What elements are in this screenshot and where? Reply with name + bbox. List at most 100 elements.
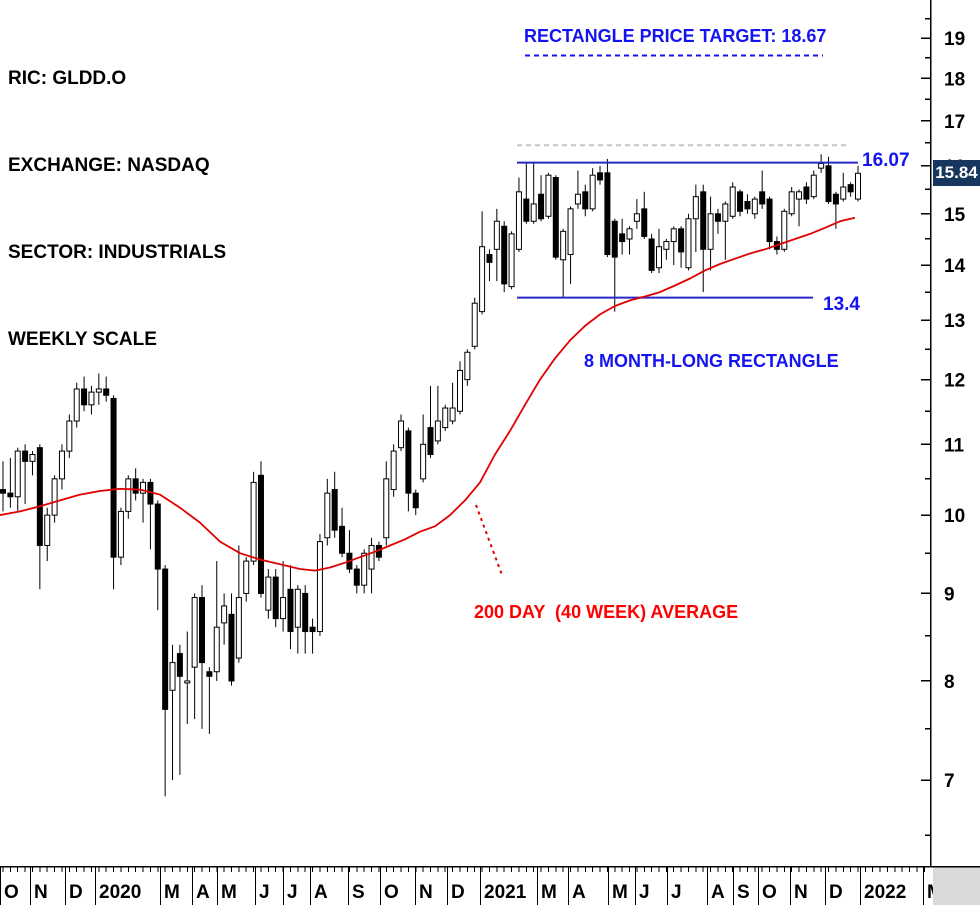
price-tick-label: 14 <box>944 256 966 277</box>
candle <box>81 376 88 412</box>
candle <box>744 194 751 214</box>
candle <box>641 191 648 239</box>
candle-body-down <box>81 388 88 406</box>
candle <box>597 165 604 185</box>
candle <box>331 471 338 538</box>
candle-body-up <box>442 407 449 429</box>
candle-body-down <box>22 450 29 462</box>
candle <box>604 158 611 258</box>
candle <box>368 537 375 594</box>
candle <box>611 218 618 312</box>
candle <box>169 644 176 781</box>
candle-body-up <box>44 514 51 546</box>
candle-body-up <box>58 450 65 480</box>
candle-body-down <box>700 191 707 250</box>
candle-body-up <box>751 198 758 215</box>
candle <box>88 385 95 415</box>
candle-body-down <box>309 626 316 633</box>
candle <box>29 451 36 476</box>
month-label: M <box>541 882 557 903</box>
candle-body-down <box>486 254 493 263</box>
candle-body-up <box>626 228 633 240</box>
candle <box>449 382 456 425</box>
candle-body-up <box>117 510 124 558</box>
month-label: A <box>711 882 725 903</box>
candle-body-down <box>7 492 14 498</box>
candle-body-up <box>383 478 390 539</box>
candle <box>287 565 294 650</box>
candle-body-up <box>398 420 405 449</box>
candle <box>235 545 242 663</box>
candle <box>700 184 707 293</box>
candle <box>361 549 368 594</box>
candle <box>265 569 272 619</box>
month-label: A <box>572 882 586 903</box>
candle-body-down <box>132 478 139 494</box>
time-axis: OND2020MAMJJASOND2021MAMJJASOND2022M <box>0 865 980 905</box>
candle-body-up <box>810 174 817 198</box>
candle <box>324 478 331 546</box>
candle <box>508 231 515 290</box>
candle <box>140 478 147 523</box>
month-label: A <box>314 882 328 903</box>
candle-body-up <box>508 233 515 288</box>
candle <box>589 168 596 212</box>
candle <box>302 585 309 654</box>
candle-body-up <box>574 193 581 205</box>
candle-body-up <box>191 597 198 668</box>
candle-body-up <box>294 588 301 628</box>
header-ric: RIC: GLDD.O <box>8 68 127 89</box>
candle <box>51 475 58 523</box>
candle-body-up <box>633 213 640 222</box>
candle-body-up <box>73 388 80 422</box>
candle-body-down <box>552 177 559 258</box>
candle <box>729 182 736 219</box>
candle <box>714 208 721 234</box>
candle-body-down <box>523 198 530 222</box>
candle-body-down <box>803 186 810 200</box>
candle-body-down <box>641 208 648 237</box>
candle-body-down <box>110 397 117 558</box>
candle <box>456 361 463 415</box>
candle <box>383 461 390 546</box>
candle <box>162 565 169 797</box>
candle <box>250 471 257 566</box>
candle-body-up <box>493 220 500 250</box>
candle-body-up <box>213 626 220 673</box>
rectangle-pattern-label: 8 MONTH-LONG RECTANGLE <box>584 351 839 371</box>
price-tick-label: 8 <box>944 672 955 693</box>
month-label: J <box>259 882 270 903</box>
candle-body-up <box>316 541 323 633</box>
month-label: M <box>221 882 237 903</box>
candle <box>103 376 110 402</box>
candle-body-down <box>287 588 294 633</box>
candle <box>803 182 810 204</box>
header-sector: SECTOR: INDUSTRIALS <box>8 242 227 263</box>
candle-body-up <box>589 174 596 210</box>
candle-body-down <box>228 613 235 682</box>
candle-body-down <box>847 184 854 193</box>
candle <box>751 196 758 219</box>
candle-body-down <box>604 172 611 256</box>
support-level-label: 13.4 <box>823 294 860 315</box>
candle-body-down <box>427 427 434 455</box>
candle <box>692 184 699 252</box>
candle <box>582 184 589 217</box>
candle <box>7 457 14 508</box>
candle-body-up <box>280 597 287 620</box>
candle-body-up <box>545 174 552 217</box>
candle <box>633 199 640 229</box>
candle-body-up <box>722 203 729 222</box>
candle <box>420 414 427 483</box>
month-label: N <box>34 882 48 903</box>
candle-body-up <box>390 450 397 491</box>
candle-body-up <box>729 186 736 217</box>
month-label: M <box>164 882 180 903</box>
candle-body-up <box>781 210 788 250</box>
month-label: 2022 <box>864 882 906 903</box>
candle-body-up <box>655 246 662 269</box>
candle-body-up <box>449 407 456 422</box>
candle-body-down <box>36 447 43 546</box>
month-label: J <box>639 882 650 903</box>
candle-body-up <box>670 228 677 243</box>
